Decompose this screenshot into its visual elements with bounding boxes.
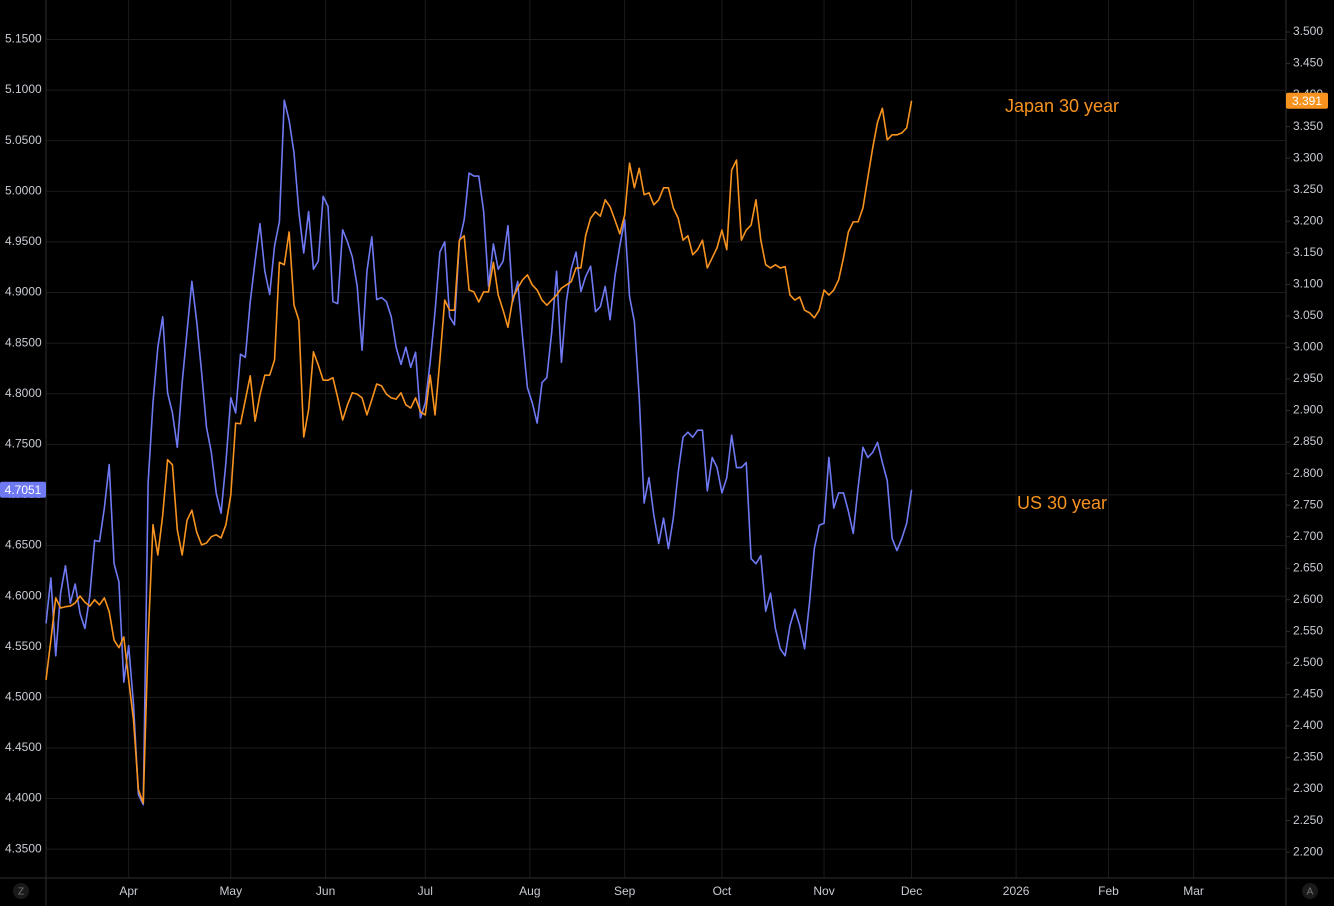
corner-button-label[interactable]: Z xyxy=(18,887,24,898)
y2-tick-label: 3.450 xyxy=(1293,56,1323,70)
y-tick-label: 4.9000 xyxy=(5,285,42,299)
y-tick-label: 4.4000 xyxy=(5,791,42,805)
x-tick-label: Mar xyxy=(1183,884,1204,898)
corner-button[interactable] xyxy=(13,883,29,899)
y2-tick-label: 2.850 xyxy=(1293,434,1323,448)
last-value-tag xyxy=(0,481,46,498)
y2-tick-label: 3.150 xyxy=(1293,245,1323,259)
y2-tick-label: 3.350 xyxy=(1293,119,1323,133)
y-tick-label: 5.0500 xyxy=(5,133,42,147)
y2-tick-label: 2.650 xyxy=(1293,560,1323,574)
y-tick-label: 4.8000 xyxy=(5,386,42,400)
x-tick-label: Aug xyxy=(519,884,540,898)
y2-tick-label: 2.200 xyxy=(1293,844,1323,858)
y2-tick-label: 2.800 xyxy=(1293,466,1323,480)
y2-tick-label: 2.300 xyxy=(1293,781,1323,795)
x-tick-label: Nov xyxy=(813,884,834,898)
x-tick-label: Sep xyxy=(614,884,636,898)
series-line xyxy=(45,100,913,804)
y2-tick-label: 2.900 xyxy=(1293,403,1323,417)
y-tick-label: 4.8500 xyxy=(5,335,42,349)
y2-tick-label: 2.400 xyxy=(1293,718,1323,732)
y2-tick-label: 3.100 xyxy=(1293,277,1323,291)
last-value-label: 4.7051 xyxy=(5,483,42,497)
last-value-tag xyxy=(1286,92,1328,109)
y-tick-label: 4.7500 xyxy=(5,436,42,450)
y-tick-label: 5.1000 xyxy=(5,82,42,96)
x-tick-label: Jun xyxy=(316,884,335,898)
y2-tick-label: 2.600 xyxy=(1293,592,1323,606)
y-tick-label: 4.3500 xyxy=(5,841,42,855)
y2-tick-label: 2.350 xyxy=(1293,750,1323,764)
y2-tick-label: 2.250 xyxy=(1293,813,1323,827)
y2-tick-label: 3.500 xyxy=(1293,24,1323,38)
y2-tick-label: 3.250 xyxy=(1293,182,1323,196)
y2-tick-label: 2.750 xyxy=(1293,497,1323,511)
x-tick-label: Oct xyxy=(713,884,732,898)
y-tick-label: 4.4500 xyxy=(5,740,42,754)
y-tick-label: 4.6000 xyxy=(5,588,42,602)
y-tick-label: 4.5500 xyxy=(5,639,42,653)
series-line xyxy=(45,99,913,806)
x-tick-label: Feb xyxy=(1098,884,1119,898)
y2-tick-label: 2.950 xyxy=(1293,371,1323,385)
y-tick-label: 5.1500 xyxy=(5,32,42,46)
x-tick-label: 2026 xyxy=(1003,884,1030,898)
y2-tick-label: 2.450 xyxy=(1293,687,1323,701)
series-annotation: Japan 30 year xyxy=(1005,96,1119,116)
corner-button-label[interactable]: A xyxy=(1307,887,1314,898)
y2-tick-label: 3.000 xyxy=(1293,340,1323,354)
y-tick-label: 4.9500 xyxy=(5,234,42,248)
y-tick-label: 4.6500 xyxy=(5,538,42,552)
x-tick-label: May xyxy=(219,884,242,898)
y2-tick-label: 2.700 xyxy=(1293,529,1323,543)
x-tick-label: Jul xyxy=(418,884,433,898)
y-tick-label: 5.0000 xyxy=(5,183,42,197)
y2-tick-label: 2.500 xyxy=(1293,655,1323,669)
x-tick-label: Apr xyxy=(119,884,138,898)
y2-tick-label: 2.550 xyxy=(1293,623,1323,637)
series-annotation: US 30 year xyxy=(1017,493,1107,513)
x-tick-label: Dec xyxy=(901,884,922,898)
y2-tick-label: 3.300 xyxy=(1293,150,1323,164)
y2-tick-label: 3.050 xyxy=(1293,308,1323,322)
y2-tick-label: 3.200 xyxy=(1293,213,1323,227)
y-tick-label: 4.5000 xyxy=(5,690,42,704)
corner-button[interactable] xyxy=(1302,883,1318,899)
last-value-label: 3.391 xyxy=(1292,94,1322,108)
